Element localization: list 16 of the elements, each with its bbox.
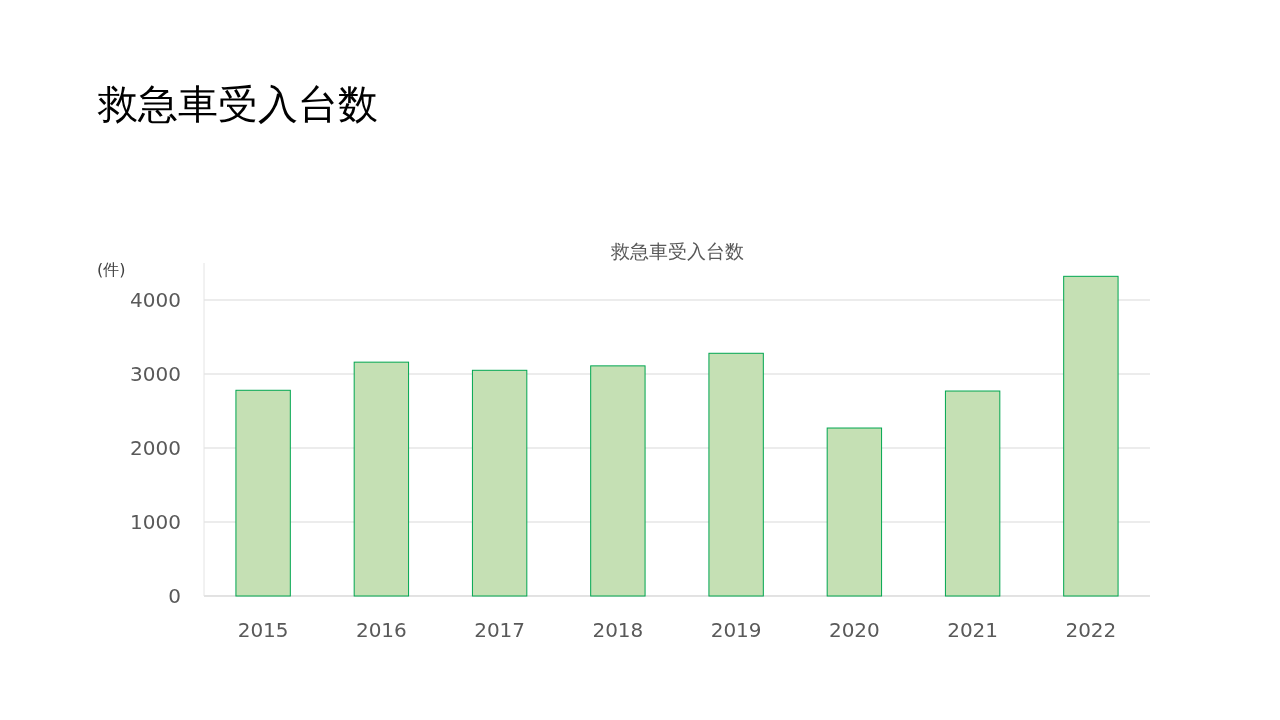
y-tick-label: 4000 <box>130 288 181 312</box>
y-tick-label: 2000 <box>130 436 181 460</box>
x-tick-label: 2022 <box>1065 618 1117 642</box>
x-tick-label: 2020 <box>828 618 880 642</box>
chart-title: 救急車受入台数 <box>610 240 744 262</box>
ylabel: (件) <box>97 260 126 279</box>
y-tick-label: 0 <box>168 584 181 608</box>
title: 救急車受入台数 <box>98 81 378 127</box>
y-tick-label: 3000 <box>130 362 181 386</box>
x-tick-label: 2018 <box>592 618 644 642</box>
x-tick-label: 2016 <box>355 618 407 642</box>
y-tick-label: 1000 <box>130 510 181 534</box>
x-tick-label: 2019 <box>710 618 762 642</box>
x-tick-label: 2015 <box>237 618 289 642</box>
x-tick-label: 2021 <box>947 618 999 642</box>
x-tick-label: 2017 <box>474 618 526 642</box>
